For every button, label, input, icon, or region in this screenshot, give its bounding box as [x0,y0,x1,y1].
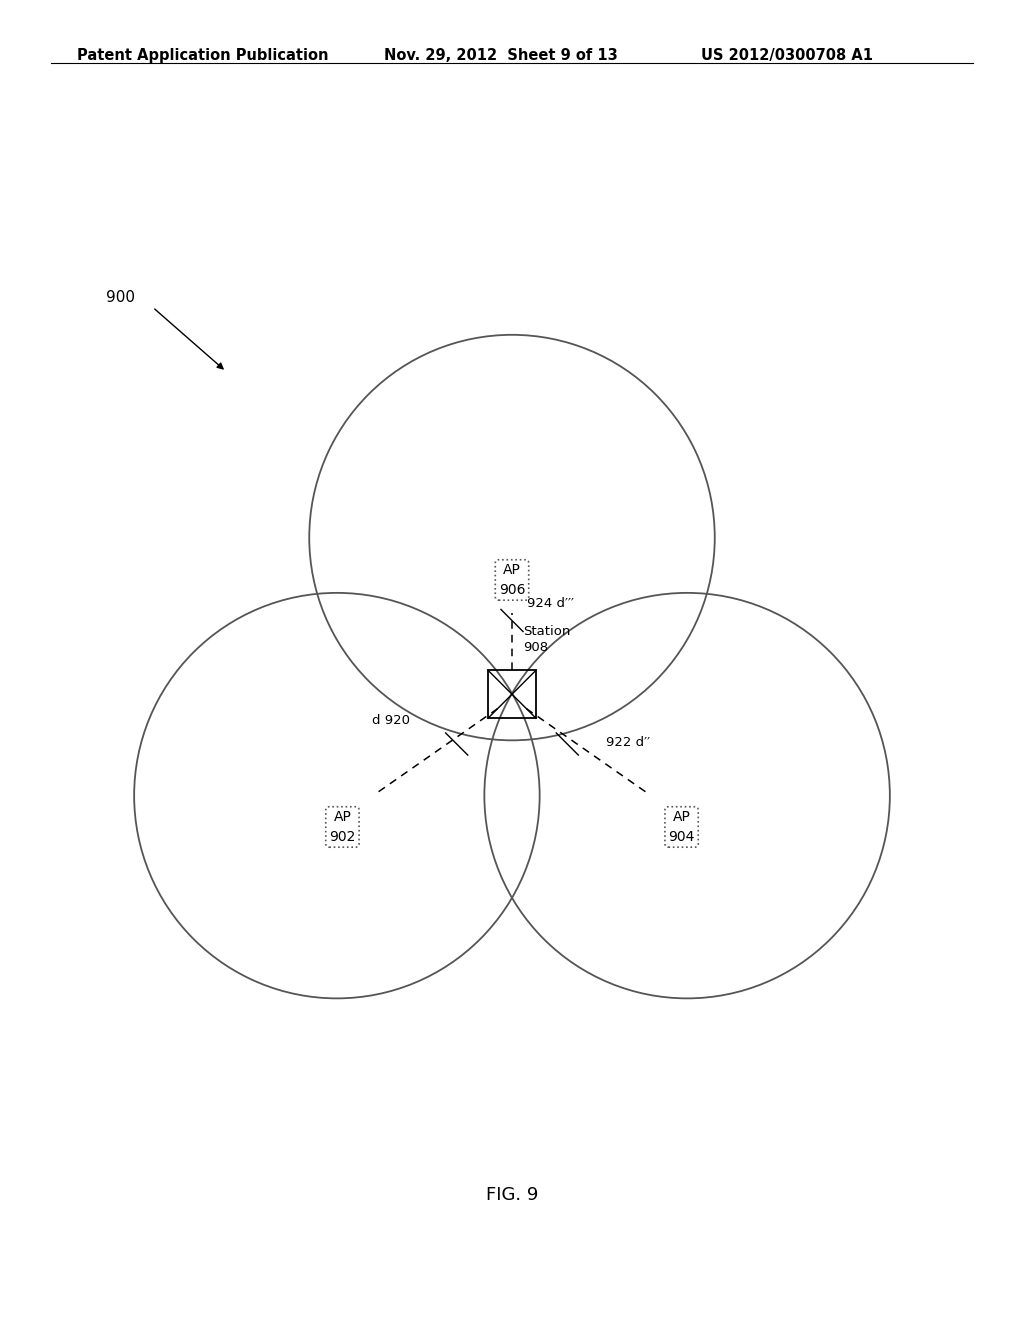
Text: Patent Application Publication: Patent Application Publication [77,48,329,62]
Text: 922 d′′: 922 d′′ [606,735,650,748]
Text: AP
906: AP 906 [499,564,525,597]
Text: d 920: d 920 [372,714,410,726]
Text: AP
902: AP 902 [330,810,355,843]
Text: Station
908: Station 908 [523,624,570,653]
Text: 924 d′′′: 924 d′′′ [526,598,573,610]
Bar [488,671,536,718]
Text: Nov. 29, 2012  Sheet 9 of 13: Nov. 29, 2012 Sheet 9 of 13 [384,48,617,62]
Text: AP
904: AP 904 [669,810,694,843]
Text: 900: 900 [106,290,135,305]
Text: FIG. 9: FIG. 9 [485,1185,539,1204]
Text: US 2012/0300708 A1: US 2012/0300708 A1 [701,48,873,62]
